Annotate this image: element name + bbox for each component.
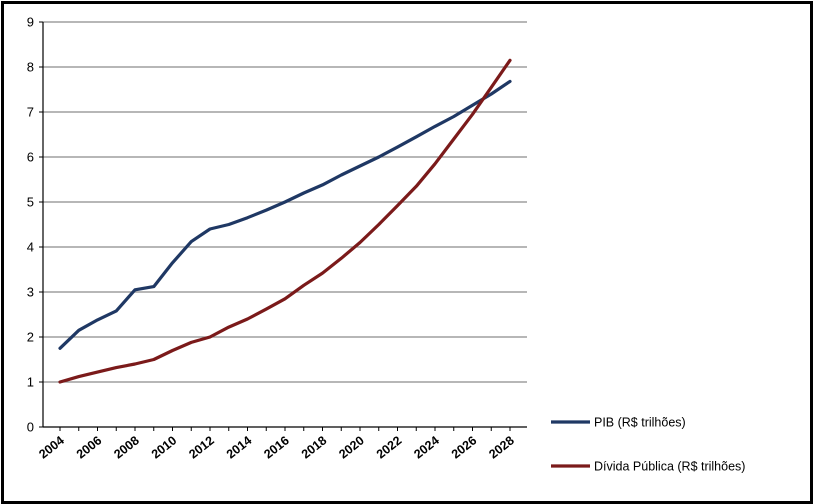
x-tick-label: 2012: [186, 433, 217, 461]
x-tick-label: 2026: [449, 433, 480, 461]
y-tick-label: 6: [27, 150, 34, 165]
x-tick-label: 2004: [36, 433, 67, 461]
y-tick-label: 9: [27, 15, 34, 30]
y-tick-label: 7: [27, 105, 34, 120]
x-axis-ticks: 2004 2006 2008 2010 2012 2014 2016 2018 2020 2022…: [36, 427, 517, 461]
x-tick-label: 2018: [299, 433, 330, 461]
legend-label: PIB (R$ trilhões): [594, 416, 686, 430]
x-tick-label: 2016: [261, 433, 292, 461]
y-tick-label: 8: [27, 60, 34, 75]
series-line-1: [58, 79, 512, 350]
x-tick-label: 2020: [336, 433, 367, 461]
y-tick-label: 5: [27, 195, 34, 210]
series-lines: [58, 58, 512, 384]
series-line-2: [58, 58, 512, 384]
y-axis-ticks: 0 1 2 3 4 5 6 7 8 9: [27, 15, 43, 435]
x-tick-label: 2028: [486, 433, 517, 461]
x-tick-label: 2014: [224, 433, 255, 461]
x-tick-label: 2006: [74, 433, 105, 461]
x-tick-label: 2010: [149, 433, 180, 461]
x-tick-label: 2022: [374, 433, 405, 461]
x-tick-label: 2024: [411, 433, 442, 461]
legend: PIB (R$ trilhões) Dívida Pública (R$ tril…: [551, 416, 745, 474]
y-tick-label: 1: [27, 375, 34, 390]
y-tick-label: 3: [27, 285, 34, 300]
x-tick-label: 2008: [111, 433, 142, 461]
y-tick-label: 2: [27, 330, 34, 345]
y-tick-label: 0: [27, 420, 34, 435]
legend-label: Dívida Pública (R$ trilhões): [594, 460, 745, 474]
y-tick-label: 4: [27, 240, 34, 255]
